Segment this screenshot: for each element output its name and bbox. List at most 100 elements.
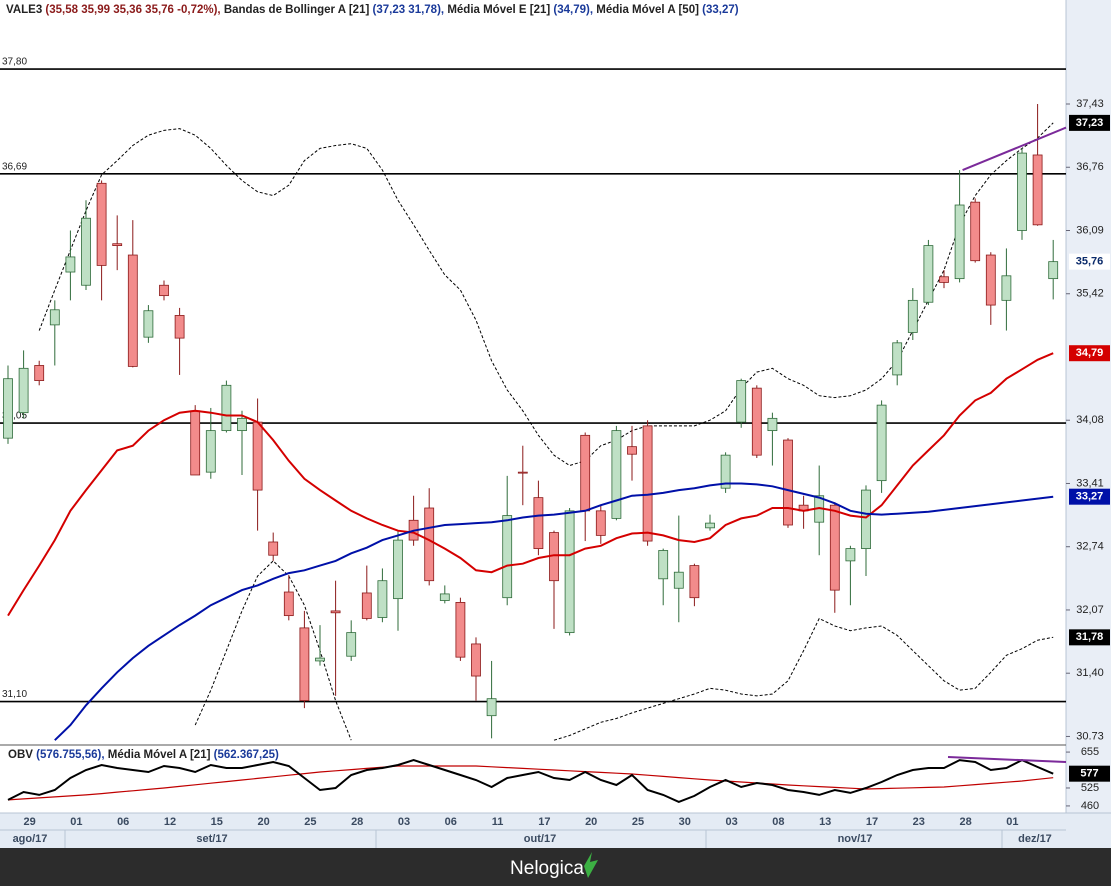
candle-body: [455, 602, 466, 658]
value-box: [1069, 253, 1110, 270]
candle-body: [502, 515, 513, 599]
y-tick-label: 33,41: [1076, 477, 1104, 489]
candle-body: [627, 446, 637, 455]
line: [194, 560, 352, 741]
candle-body: [34, 365, 45, 381]
candle-body: [159, 284, 169, 297]
candle-body: [424, 507, 435, 582]
x-tick-label: 08: [772, 816, 784, 828]
month-label: dez/17: [1018, 833, 1052, 845]
brand: Nelogica: [510, 858, 584, 879]
candle-body: [533, 497, 544, 550]
price-axis-panel: [1066, 0, 1111, 813]
plot: 37,80 36,69 34,05 31,10 29 01 06 12 15 20 25 28 03 06…: [0, 57, 1110, 848]
legend-name: Média Móvel E [21]: [447, 4, 550, 16]
candle-body: [985, 254, 996, 306]
x-tick-label: 11: [492, 816, 504, 828]
candle-body: [190, 410, 201, 476]
y-tick-label: 34,08: [1076, 414, 1104, 426]
chart-header: VALE3 (35,58 35,99 35,36 35,76 -0,72%), …: [6, 4, 739, 16]
y-tick-label: 655: [1081, 746, 1099, 758]
trend-line: [947, 756, 1067, 764]
candle-body: [330, 610, 341, 614]
line: [553, 617, 1054, 741]
candle-body: [393, 539, 403, 600]
candle-body: [689, 565, 700, 599]
x-tick-label: 29: [23, 816, 35, 828]
value-label: 35,76: [1076, 256, 1104, 268]
line: [7, 352, 1054, 617]
month-label: ago/17: [13, 833, 48, 845]
legend-value: (33,27): [702, 4, 739, 16]
candle-body: [252, 421, 263, 491]
x-tick-label: 06: [117, 816, 129, 828]
line-label: 37,80: [2, 57, 27, 68]
candle-body: [221, 384, 232, 432]
candle-body: [81, 217, 91, 286]
y-tick-label: 31,40: [1076, 667, 1104, 679]
x-tick-label: 30: [679, 816, 691, 828]
y-tick-label: 525: [1081, 782, 1099, 794]
x-tick-label: 28: [351, 816, 363, 828]
candle-body: [315, 657, 325, 662]
candle-body: [471, 643, 481, 677]
x-tick-label: 13: [819, 816, 831, 828]
candle-body: [829, 504, 840, 591]
candle-body: [892, 342, 903, 376]
month-label: nov/17: [838, 833, 873, 845]
footer: [0, 848, 1111, 886]
line-label: 36,69: [2, 162, 27, 173]
x-tick-label: 20: [257, 816, 269, 828]
candle-body: [18, 367, 29, 414]
candle-body: [939, 276, 949, 283]
candle-body: [237, 417, 247, 432]
logo: [584, 852, 598, 878]
line-label: 34,05: [2, 411, 27, 422]
month-label: set/17: [196, 833, 227, 845]
candle-body: [174, 315, 185, 339]
candle-body: [923, 245, 934, 303]
line: [7, 758, 1054, 803]
candle-body: [564, 510, 575, 634]
quote: (35,58 35,99 35,36 35,76 -0,72%),: [45, 4, 220, 16]
candle-body: [783, 439, 793, 526]
value-label: 37,23: [1076, 117, 1104, 129]
candle-body: [907, 299, 918, 333]
candle-body: [580, 434, 591, 512]
candle-body: [705, 522, 715, 529]
value-box: [1069, 629, 1110, 646]
candle-body: [658, 550, 669, 580]
candle-body: [268, 541, 279, 556]
x-tick-label: 20: [585, 816, 597, 828]
legend-name: OBV: [8, 749, 33, 761]
legend-name: Média Móvel A [50]: [596, 4, 699, 16]
x-tick-label: 03: [398, 816, 410, 828]
x-tick-label: 17: [538, 816, 550, 828]
candle-body: [1017, 152, 1027, 231]
candle-body: [720, 454, 731, 489]
legend-value: (37,23 31,78),: [373, 4, 445, 16]
candle-body: [205, 430, 216, 473]
x-tick-label: 01: [70, 816, 82, 828]
candle-body: [49, 309, 60, 326]
line: [7, 765, 1054, 801]
trend-line: [962, 126, 1067, 172]
y-tick-label: 32,74: [1076, 541, 1104, 553]
candle-body: [751, 387, 762, 456]
candle-body: [3, 378, 13, 439]
candle-body: [642, 425, 653, 542]
candle-body: [65, 256, 76, 273]
candle-body: [283, 591, 294, 617]
y-tick-label: 460: [1081, 800, 1099, 812]
y-tick-label: 30.73: [1076, 730, 1104, 742]
value-label: 31,78: [1076, 631, 1104, 643]
value-label: 33,27: [1076, 491, 1104, 503]
line-label: 31,10: [2, 689, 27, 700]
candle-body: [611, 430, 622, 519]
legend-value: (562.367,25): [214, 749, 279, 761]
legend-name: Média Móvel A [21]: [108, 749, 211, 761]
candle-body: [954, 204, 965, 280]
candle-body: [517, 471, 528, 474]
legend-value: (34,79),: [553, 4, 593, 16]
